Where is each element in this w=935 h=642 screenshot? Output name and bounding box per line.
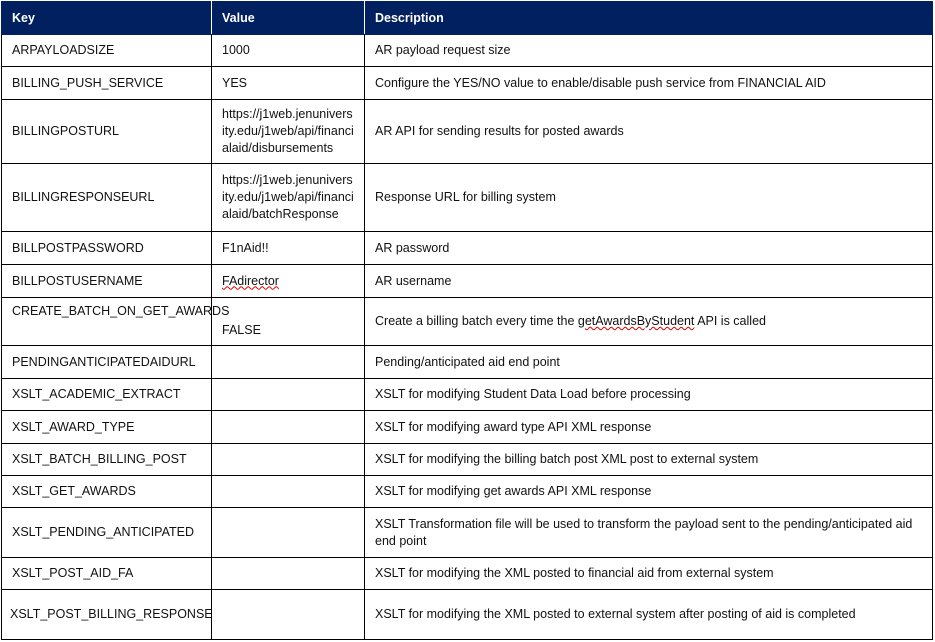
cell-description: XSLT for modifying award type API XML re… [364,410,933,444]
cell-description: Pending/anticipated aid end point [364,345,933,379]
cell-description: AR API for sending results for posted aw… [364,99,933,164]
cell-key: XSLT_AWARD_TYPE [1,410,212,444]
cell-description: XSLT Transformation file will be used to… [364,507,933,558]
table-row: ARPAYLOADSIZE 1000 AR payload request size [1,34,933,67]
cell-value: FAdirector [211,264,365,298]
table-row: XSLT_PENDING_ANTICIPATED XSLT Transformat… [1,507,933,558]
cell-description: XSLT for modifying Student Data Load bef… [364,378,933,411]
cell-description: Create a billing batch every time the ge… [364,297,933,346]
cell-description: Response URL for billing system [364,163,933,232]
cell-description: XSLT for modifying the billing batch pos… [364,443,933,476]
cell-key: XSLT_POST_AID_FA [1,557,212,590]
table-row: BILLING_PUSH_SERVICE YES Configure the YES… [1,66,933,100]
table-row: BILLINGRESPONSEURL https://j1web.jenunive… [1,163,933,232]
cell-value: https://j1web.jenuniversity.edu/j1web/ap… [211,99,365,164]
cell-key: BILLINGPOSTURL [1,99,212,164]
table-row: CREATE_BATCH_ON_GET_AWARDS FALSE Create a … [1,297,933,346]
cell-description: AR password [364,231,933,265]
cell-key: ARPAYLOADSIZE [1,34,212,67]
cell-key: PENDINGANTICIPATEDAIDURL [1,345,212,379]
spellcheck-word: FAdirector [222,273,279,288]
cell-key: XSLT_PENDING_ANTICIPATED [1,507,212,558]
cell-description: Configure the YES/NO value to enable/dis… [364,66,933,100]
cell-value [211,410,365,444]
header-description: Description [364,1,933,35]
cell-key: BILLPOSTUSERNAME [1,264,212,298]
table-row: BILLINGPOSTURL https://j1web.jenuniversit… [1,99,933,164]
table-row: XSLT_GET_AWARDS XSLT for modifying get aw… [1,475,933,508]
cell-value [211,507,365,558]
cell-key: BILLING_PUSH_SERVICE [1,66,212,100]
table-row: XSLT_POST_BILLING_RESPONSE XSLT for modif… [0,589,933,640]
cell-value: F1nAid!! [211,231,365,265]
cell-value [211,557,365,590]
spellcheck-word: getAwardsByStudent [577,314,695,328]
cell-value [211,378,365,411]
table-row: XSLT_POST_AID_FA XSLT for modifying the X… [1,557,933,590]
table-row: XSLT_BATCH_BILLING_POST XSLT for modifyin… [1,443,933,476]
table-row: XSLT_AWARD_TYPE XSLT for modifying award … [1,410,933,444]
cell-value: https://j1web.jenuniversity.edu/j1web/ap… [211,163,365,232]
header-value: Value [211,1,365,35]
cell-key: XSLT_ACADEMIC_EXTRACT [1,378,212,411]
cell-value: YES [211,66,365,100]
cell-description: AR username [364,264,933,298]
cell-key: CREATE_BATCH_ON_GET_AWARDS [1,297,229,346]
cell-value [211,589,365,640]
table-row: XSLT_ACADEMIC_EXTRACT XSLT for modifying … [1,378,933,411]
header-key: Key [1,1,212,35]
cell-key: BILLINGRESPONSEURL [1,163,212,232]
cell-value [211,345,365,379]
cell-key: XSLT_BATCH_BILLING_POST [1,443,212,476]
cell-value: 1000 [211,34,365,67]
cell-value [211,443,365,476]
table-row: PENDINGANTICIPATEDAIDURL Pending/anticipa… [1,345,933,379]
cell-description: XSLT for modifying the XML posted to fin… [364,557,933,590]
cell-key: XSLT_GET_AWARDS [1,475,212,508]
cell-value [211,475,365,508]
cell-description: XSLT for modifying the XML posted to ext… [364,589,933,640]
table-row: BILLPOSTUSERNAME FAdirector AR username [1,264,933,298]
cell-description: XSLT for modifying get awards API XML re… [364,475,933,508]
header-row: Key Value Description [1,1,933,35]
table-row: BILLPOSTPASSWORD F1nAid!! AR password [1,231,933,265]
cell-key: XSLT_POST_BILLING_RESPONSE [0,589,213,640]
cell-key: BILLPOSTPASSWORD [1,231,212,265]
cell-value: FALSE [211,297,365,346]
cell-description: AR payload request size [364,34,933,67]
